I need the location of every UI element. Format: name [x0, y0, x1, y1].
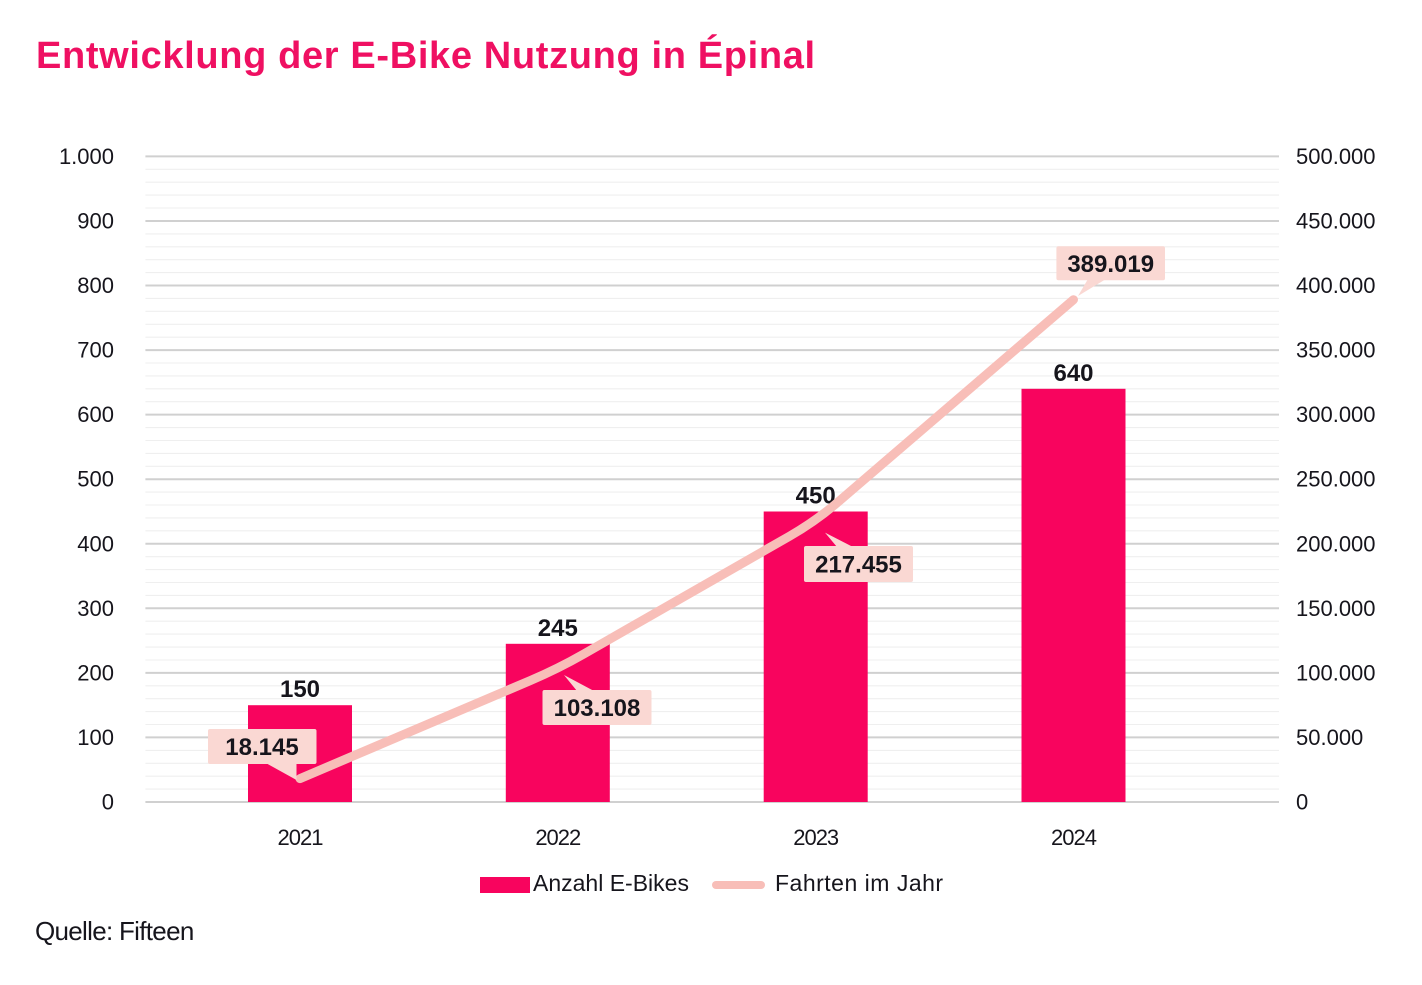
svg-text:0: 0 — [102, 790, 114, 815]
svg-text:0: 0 — [1296, 790, 1308, 815]
svg-text:200.000: 200.000 — [1296, 531, 1376, 556]
svg-text:200: 200 — [77, 660, 114, 685]
svg-text:600: 600 — [77, 402, 114, 427]
svg-text:Quelle: Fifteen: Quelle: Fifteen — [35, 916, 194, 946]
svg-text:900: 900 — [77, 209, 114, 234]
svg-text:150: 150 — [280, 676, 320, 703]
svg-text:2023: 2023 — [793, 825, 839, 850]
svg-text:1.000: 1.000 — [59, 144, 114, 169]
svg-text:400.000: 400.000 — [1296, 273, 1376, 298]
svg-text:Fahrten im Jahr: Fahrten im Jahr — [775, 870, 944, 896]
svg-text:50.000: 50.000 — [1296, 725, 1363, 750]
svg-text:250.000: 250.000 — [1296, 467, 1376, 492]
svg-text:389.019: 389.019 — [1067, 251, 1154, 278]
svg-text:400: 400 — [77, 531, 114, 556]
svg-text:Entwicklung der E-Bike Nutzung: Entwicklung der E-Bike Nutzung in Épinal — [36, 33, 816, 77]
svg-text:100: 100 — [77, 725, 114, 750]
svg-text:640: 640 — [1053, 360, 1093, 387]
svg-text:800: 800 — [77, 273, 114, 298]
svg-text:500: 500 — [77, 467, 114, 492]
svg-text:Anzahl E-Bikes: Anzahl E-Bikes — [533, 870, 689, 896]
svg-text:300.000: 300.000 — [1296, 402, 1376, 427]
svg-text:350.000: 350.000 — [1296, 338, 1376, 363]
svg-text:245: 245 — [538, 615, 578, 642]
svg-text:100.000: 100.000 — [1296, 660, 1376, 685]
svg-text:450.000: 450.000 — [1296, 209, 1376, 234]
svg-text:103.108: 103.108 — [554, 695, 641, 722]
svg-text:2021: 2021 — [278, 825, 324, 850]
svg-text:300: 300 — [77, 596, 114, 621]
svg-text:150.000: 150.000 — [1296, 596, 1376, 621]
svg-text:500.000: 500.000 — [1296, 144, 1376, 169]
svg-text:700: 700 — [77, 338, 114, 363]
svg-text:2022: 2022 — [535, 825, 581, 850]
svg-text:2024: 2024 — [1051, 825, 1097, 850]
svg-text:217.455: 217.455 — [815, 552, 902, 579]
svg-text:18.145: 18.145 — [225, 734, 298, 761]
